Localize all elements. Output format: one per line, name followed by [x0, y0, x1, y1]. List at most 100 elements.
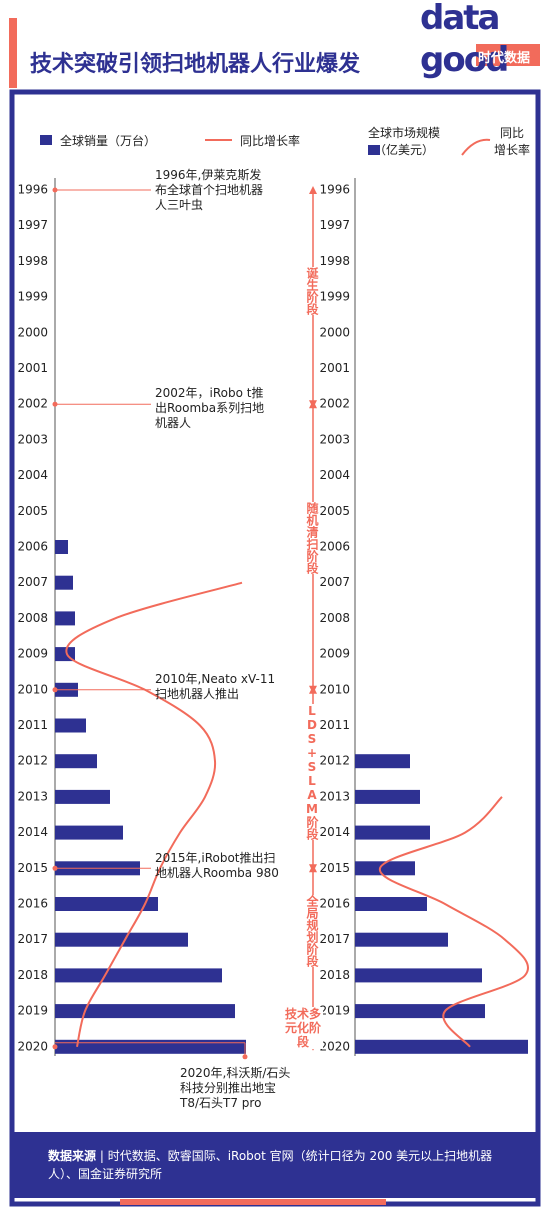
y-tick-label: 2008: [319, 611, 350, 625]
bar: [355, 861, 415, 876]
y-tick-label: 2020: [17, 1039, 48, 1053]
y-tick-label: 2002: [17, 397, 48, 411]
y-tick-label: 2009: [17, 647, 48, 661]
y-tick-label: 2019: [17, 1004, 48, 1018]
source-sep: |: [96, 1149, 108, 1163]
bar: [355, 789, 420, 804]
y-tick-label: 2006: [17, 540, 48, 554]
bar: [55, 932, 188, 947]
logo-box: [476, 44, 540, 66]
y-tick-label: 2012: [17, 754, 48, 768]
bar: [355, 1004, 485, 1019]
y-tick-label: 1996: [319, 183, 350, 197]
y-tick-label: 1998: [17, 254, 48, 268]
y-tick-label: 2020: [319, 1039, 350, 1053]
y-tick-label: 2014: [319, 825, 350, 839]
bar: [55, 611, 75, 626]
title: 技术突破引领扫地机器人行业爆发: [30, 52, 361, 77]
y-tick-label: 2003: [319, 432, 350, 446]
annotation: 2002年，iRobo t推 出Roomba系列扫地 机器人: [155, 386, 265, 430]
y-tick-label: 1997: [319, 218, 350, 232]
bar: [355, 897, 427, 911]
y-tick-label: 2014: [17, 825, 48, 839]
y-tick-label: 2017: [319, 932, 350, 946]
legend-bar-left: 全球销量（万台）: [60, 134, 157, 148]
legend-swatch: [40, 135, 52, 145]
source: 数据来源 | 时代数据、欧睿国际、iRobot 官网（统计口径为 200 美元以…: [48, 1147, 518, 1183]
bar: [55, 789, 110, 804]
y-tick-label: 2006: [319, 540, 350, 554]
stage-label: 全局规划阶段: [305, 894, 319, 967]
legend-line-right: 同比 增长率: [494, 126, 531, 157]
stage-label: LDS+SLAM阶段: [305, 704, 319, 841]
bar: [355, 968, 482, 983]
y-tick-label: 2018: [17, 968, 48, 982]
y-tick-label: 1999: [17, 290, 48, 304]
legend-line-left: 同比增长率: [240, 134, 301, 148]
y-tick-label: 2005: [319, 504, 350, 518]
y-tick-label: 2015: [17, 861, 48, 875]
y-tick-label: 2016: [319, 897, 350, 911]
stage-label: 技术多元化阶段: [283, 1006, 323, 1049]
annotation: 2020年,科沃斯/石头 科技分别推出地宝 T8/石头T7 pro: [180, 1066, 291, 1110]
bar: [55, 968, 222, 983]
y-tick-label: 2007: [319, 575, 350, 589]
y-tick-label: 2005: [17, 504, 48, 518]
y-tick-label: 1998: [319, 254, 350, 268]
y-tick-label: 1999: [319, 290, 350, 304]
y-tick-label: 2018: [319, 968, 350, 982]
annotation: 2015年,iRobot推出扫 地机器人Roomba 980: [155, 851, 279, 880]
y-tick-label: 2001: [17, 361, 48, 375]
y-tick-label: 2010: [319, 682, 350, 696]
logo-bottom: good: [420, 40, 509, 80]
y-tick-label: 2003: [17, 432, 48, 446]
y-tick-label: 2019: [319, 1004, 350, 1018]
y-tick-label: 2017: [17, 932, 48, 946]
stage-label: 诞生阶段: [305, 267, 319, 316]
bar: [55, 575, 73, 590]
y-tick-label: 2000: [17, 325, 48, 339]
legend-swatch: [368, 145, 380, 155]
source-label: 数据来源: [48, 1149, 97, 1163]
y-tick-label: 1996: [17, 183, 48, 197]
bar: [55, 1039, 246, 1054]
accent-bar: [9, 18, 17, 88]
bar: [355, 825, 430, 840]
y-tick-label: 2002: [319, 397, 350, 411]
y-tick-label: 2001: [319, 361, 350, 375]
bar: [55, 825, 123, 840]
bar: [55, 1004, 235, 1019]
y-tick-label: 2013: [17, 789, 48, 803]
y-tick-label: 2010: [17, 682, 48, 696]
y-tick-label: 2008: [17, 611, 48, 625]
y-tick-label: 1997: [17, 218, 48, 232]
legend-bar-right: 全球市场规模 （亿美元）: [368, 126, 441, 157]
bar: [55, 718, 86, 733]
footer-accent: [120, 1199, 386, 1205]
annotation: 1996年,伊莱克斯发 布全球首个扫地机器 人三叶虫: [155, 168, 264, 212]
y-tick-label: 2012: [319, 754, 350, 768]
annotation-dot: [52, 1044, 58, 1050]
source-text: 时代数据、欧睿国际、iRobot 官网（统计口径为 200 美元以上扫地机器人）…: [48, 1149, 493, 1181]
y-tick-label: 2011: [17, 718, 48, 732]
y-tick-label: 2004: [17, 468, 48, 482]
y-tick-label: 2011: [319, 718, 350, 732]
bar: [55, 897, 158, 911]
bar: [355, 932, 448, 947]
legend-swatch: [461, 138, 491, 156]
growth-line: [65, 581, 243, 1048]
bar: [355, 1039, 528, 1054]
y-tick-label: 2016: [17, 897, 48, 911]
y-tick-label: 2009: [319, 647, 350, 661]
annotation: 2010年,Neato xV-11 扫地机器人推出: [155, 672, 276, 701]
stage-label: 随机清扫阶段: [305, 502, 319, 574]
bar: [55, 754, 97, 769]
y-tick-label: 2013: [319, 789, 350, 803]
growth-line: [378, 796, 529, 1048]
footer-box: [12, 1132, 538, 1198]
bar: [355, 754, 410, 769]
logo-top: data: [420, 0, 500, 38]
y-tick-label: 2000: [319, 325, 350, 339]
